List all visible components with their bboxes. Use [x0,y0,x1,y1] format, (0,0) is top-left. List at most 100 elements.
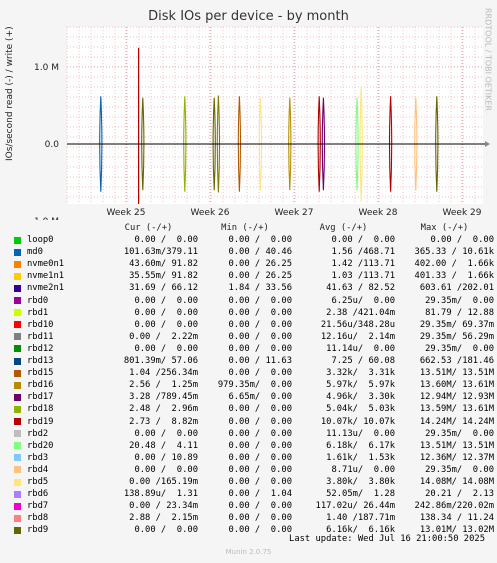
legend-avg-value: 12.16u/ 2.14m [320,331,395,342]
y-axis-ticks: 1.0 M 0.0 -1.0 M [31,63,59,220]
legend-cur-value: 0.00 / 0.00 [134,307,198,318]
legend-avg-value: 1.42 /113.71 [331,259,395,270]
legend-rows: loop0 0.00 / 0.00 0.00 / 0.00 0.00 / 0.00 0.… [14,234,494,536]
legend-max-value: 365.33 / 10.61k [414,247,494,258]
legend-device-name: rbd6 [27,489,49,500]
legend-row-rbd15: rbd15 1.04 /256.34m 0.00 / 0.00 3.32k/ 3.31… [14,367,494,379]
legend-device-name: rbd1 [27,307,49,318]
legend-min-value: 0.00 / 0.00 [228,295,292,306]
legend-row-rbd0: rbd0 0.00 / 0.00 0.00 / 0.00 6.25u/ 0.00 29.… [14,295,494,307]
legend-device-name: rbd9 [27,525,49,536]
io-spike [435,96,439,192]
series-color-swatch [14,466,21,474]
legend-max-value: 662.53 /181.46 [419,356,494,367]
series-color-swatch [14,490,21,498]
legend-avg-value: 11.13u/ 0.00 [326,428,395,439]
legend-max-value: 29.35m/ 0.00 [425,295,494,306]
legend-device-name: rbd13 [27,356,54,367]
legend-min-value: 0.00 / 0.00 [228,235,292,246]
legend-avg-value: 5.04k/ 5.03k [326,404,395,415]
legend-row-rbd16: rbd16 2.56 / 1.25m 979.35m/ 0.00 5.97k/ 5.9… [14,379,494,391]
series-color-swatch [14,381,21,389]
series-color-swatch [14,321,21,329]
series-color-swatch [14,526,21,534]
legend-avg-value: 3.32k/ 3.31k [326,368,395,379]
x-tick-label: Week 28 [359,208,398,218]
legend-table: Cur (-/+) Min (-/+) Avg (-/+) Max (-/+) … [14,222,494,536]
legend-max-value: 13.51M/ 13.51M [419,368,494,379]
io-spike [355,97,359,191]
series-color-swatch [14,272,21,280]
legend-avg-value: 1.03 /113.71 [331,271,395,282]
header-cur: Cur (-/+) [124,223,173,233]
legend-avg-value: 117.02u/ 26.44m [315,501,395,512]
legend-max-value: 29.35m/ 0.00 [425,464,494,475]
legend-min-value: 0.00 / 0.00 [228,476,292,487]
legend-row-rbd13: rbd13 801.39m/ 57.06 0.00 / 11.63 7.25 / 60… [14,355,494,367]
header-min: Min (-/+) [221,223,269,233]
legend-device-name: nvme2n1 [27,283,65,294]
series-color-swatch [14,418,21,426]
legend-avg-value: 7.25 / 60.08 [331,356,395,367]
x-tick-label: Week 27 [275,208,314,218]
legend-max-value: 29.35m/ 69.37m [419,319,494,330]
legend-row-nvme0n1: nvme0n1 43.60m/ 91.82 0.00 / 26.25 1.42 /11… [14,258,494,270]
legend-min-value: 6.65m/ 0.00 [228,392,292,403]
io-spike [237,96,242,192]
legend-max-value: 29.35m/ 0.00 [425,343,494,354]
legend-row-loop0: loop0 0.00 / 0.00 0.00 / 0.00 0.00 / 0.00 0.… [14,234,494,246]
legend-max-value: 14.24M/ 14.24M [419,416,494,427]
legend-avg-value: 0.00 / 0.00 [331,235,395,246]
io-spike [317,96,321,192]
io-spike [212,97,216,191]
legend-cur-value: 2.88 / 2.15m [129,513,198,524]
series-color-swatch [14,248,21,256]
legend-min-value: 0.00 / 0.00 [228,368,292,379]
legend-min-value: 0.00 / 40.46 [228,247,292,258]
io-spike [359,86,363,202]
legend-header: Cur (-/+) Min (-/+) Avg (-/+) Max (-/+) [14,222,494,234]
legend-avg-value: 11.14u/ 0.00 [326,343,395,354]
series-color-swatch [14,236,21,244]
y-tick-label: 1.0 M [34,63,59,73]
legend-min-value: 0.00 / 0.00 [228,428,292,439]
legend-avg-value: 21.56u/348.28u [320,319,395,330]
legend-max-value: 13.51M/ 13.51M [419,440,494,451]
series-color-swatch [14,502,21,510]
legend-max-value: 13.01M/ 13.02M [419,525,494,536]
legend-min-value: 0.00 / 0.00 [228,464,292,475]
legend-min-value: 0.00 / 0.00 [228,513,292,524]
io-spike [288,97,292,191]
legend-max-value: 20.21 / 2.13 [425,489,494,500]
legend-device-name: rbd5 [27,476,49,487]
series-color-swatch [14,405,21,413]
legend-max-value: 12.94M/ 12.93M [419,392,494,403]
io-spike [216,95,221,193]
legend-cur-value: 0.00 / 2.22m [129,331,198,342]
legend-device-name: loop0 [27,235,54,246]
legend-max-value: 14.08M/ 14.08M [419,476,494,487]
legend-max-value: 12.36M/ 12.37M [419,452,494,463]
legend-max-value: 401.33 / 1.66k [414,271,494,282]
legend-avg-value: 8.71u/ 0.00 [331,464,395,475]
legend-row-rbd10: rbd10 0.00 / 0.00 0.00 / 0.00 21.56u/348.28… [14,319,494,331]
legend-row-nvme1n1: nvme1n1 35.55m/ 91.82 0.00 / 26.25 1.03 /11… [14,270,494,282]
io-spike [388,96,393,192]
legend-cur-value: 2.48 / 2.96m [129,404,198,415]
series-color-swatch [14,454,21,462]
io-spike [183,96,187,192]
series-color-swatch [14,285,21,293]
header-avg: Avg (-/+) [319,223,368,233]
legend-cur-value: 0.00 /165.19m [129,476,198,487]
legend-avg-value: 1.40 /187.71m [326,513,395,524]
legend-avg-value: 10.07k/ 10.07k [320,416,395,427]
legend-device-name: rbd12 [27,343,54,354]
legend-row-rbd6: rbd6 138.89u/ 1.31 0.00 / 1.04 52.05m/ 1.28… [14,488,494,500]
legend-device-name: rbd11 [27,331,54,342]
legend-row-rbd3: rbd3 0.00 / 10.89 0.00 / 0.00 1.61k/ 1.53k 1… [14,452,494,464]
legend-cur-value: 0.00 / 0.00 [134,343,198,354]
legend-max-value: 13.59M/ 13.61M [419,404,494,415]
io-spike [258,97,263,191]
